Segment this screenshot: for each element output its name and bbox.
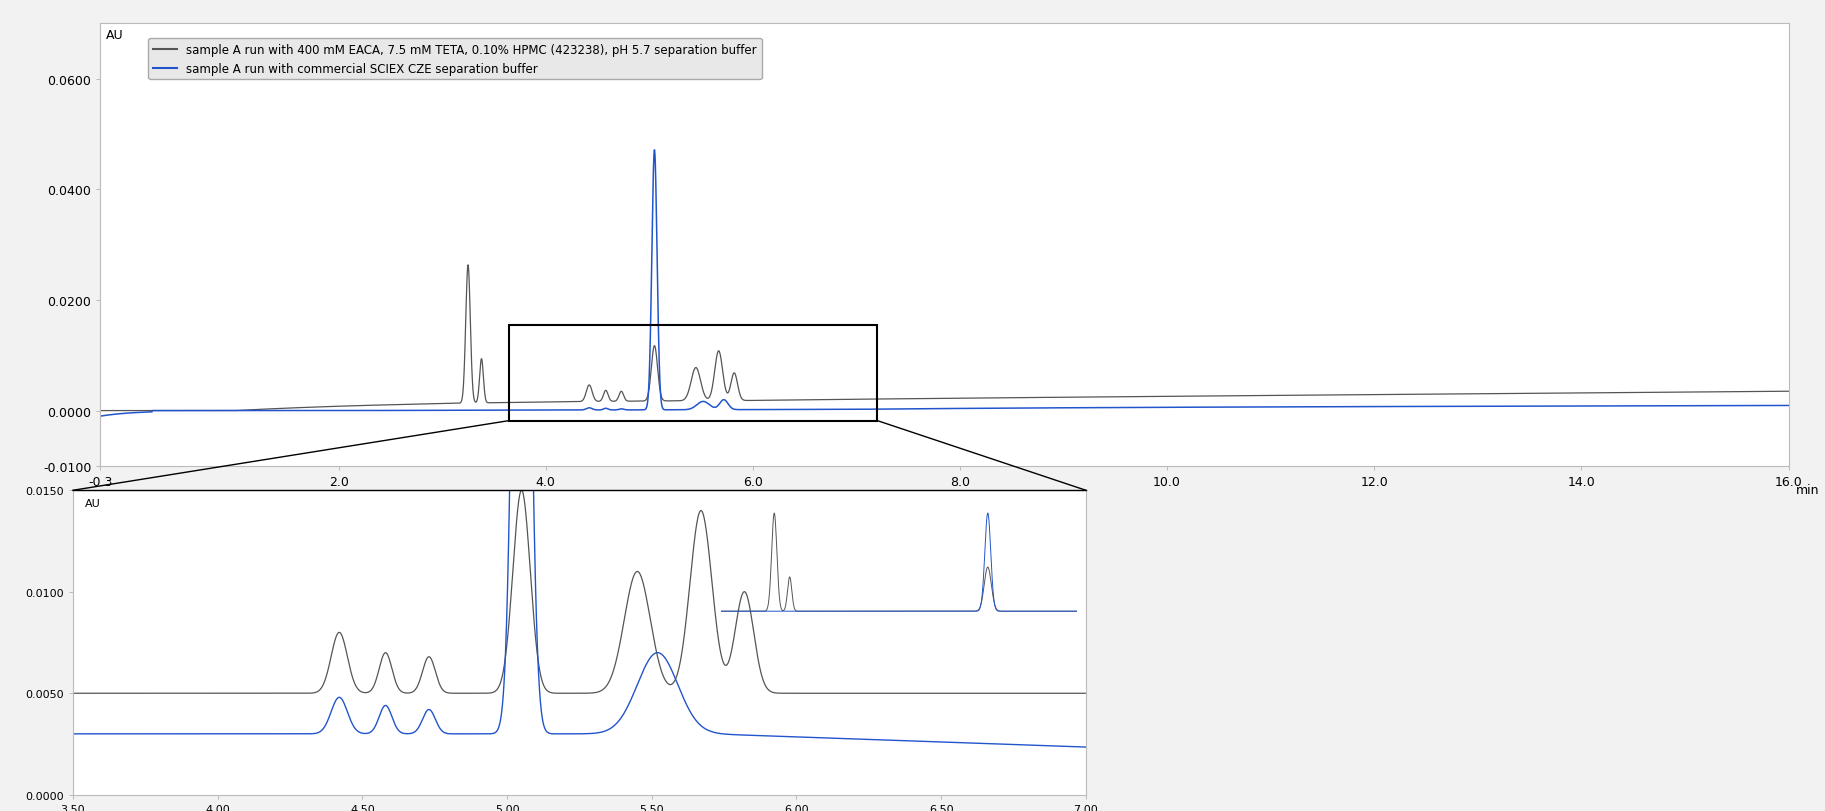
sample A run with commercial SCIEX CZE separation buffer [644, 146, 666, 156]
Line: sample A run with 400 mM EACA, 7.5 mM TETA, 0.10% HPMC (423238), pH 5.7 separation buffer: sample A run with 400 mM EACA, 7.5 mM TE… [100, 265, 1788, 411]
sample A run with 400 mM EACA, 7.5 mM TETA, 0.10% HPMC (423238), pH 5.7 separation buffer [456, 260, 478, 270]
sample A run with commercial SCIEX CZE separation buffer [1688, 401, 1710, 411]
Legend: sample A run with 400 mM EACA, 7.5 mM TETA, 0.10% HPMC (423238), pH 5.7 separati: sample A run with 400 mM EACA, 7.5 mM TE… [148, 39, 761, 80]
sample A run with commercial SCIEX CZE separation buffer [420, 406, 442, 416]
Bar [509, 325, 878, 421]
Text: AU: AU [86, 498, 100, 508]
sample A run with 400 mM EACA, 7.5 mM TETA, 0.10% HPMC (423238), pH 5.7 separation buffer [97, 406, 119, 416]
sample A run with 400 mM EACA, 7.5 mM TETA, 0.10% HPMC (423238), pH 5.7 separation buffer [1688, 388, 1710, 397]
sample A run with commercial SCIEX CZE separation buffer [190, 406, 212, 416]
Text: AU: AU [106, 28, 122, 41]
sample A run with commercial SCIEX CZE separation buffer [1778, 401, 1799, 411]
sample A run with 400 mM EACA, 7.5 mM TETA, 0.10% HPMC (423238), pH 5.7 separation buffer [190, 406, 212, 416]
Line: sample A run with commercial SCIEX CZE separation buffer: sample A run with commercial SCIEX CZE s… [100, 151, 1788, 417]
sample A run with commercial SCIEX CZE separation buffer [914, 405, 936, 414]
sample A run with commercial SCIEX CZE separation buffer [159, 406, 181, 416]
sample A run with 400 mM EACA, 7.5 mM TETA, 0.10% HPMC (423238), pH 5.7 separation buffer [159, 406, 181, 416]
Text: min: min [1796, 483, 1820, 496]
sample A run with commercial SCIEX CZE separation buffer [97, 410, 119, 420]
sample A run with commercial SCIEX CZE separation buffer [89, 412, 111, 422]
sample A run with 400 mM EACA, 7.5 mM TETA, 0.10% HPMC (423238), pH 5.7 separation buffer [89, 406, 111, 416]
sample A run with 400 mM EACA, 7.5 mM TETA, 0.10% HPMC (423238), pH 5.7 separation buffer [914, 394, 936, 404]
sample A run with 400 mM EACA, 7.5 mM TETA, 0.10% HPMC (423238), pH 5.7 separation buffer [1778, 387, 1799, 397]
sample A run with 400 mM EACA, 7.5 mM TETA, 0.10% HPMC (423238), pH 5.7 separation buffer [420, 400, 442, 410]
